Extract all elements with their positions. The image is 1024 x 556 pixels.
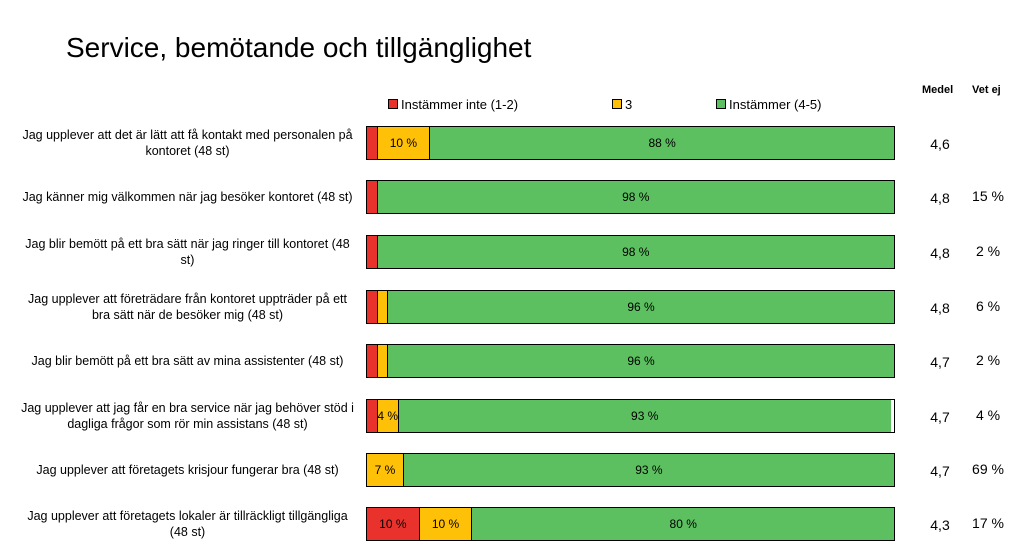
data-label: 7 % [374,463,396,477]
bar-segment [367,400,378,432]
vet-ej-value: 2 % [975,352,1001,368]
row-label: Jag blir bemött på ett bra sätt när jag … [25,237,350,267]
stacked-bar: 10 % 10 % 80 % [366,507,895,541]
legend-swatch-agree [716,99,726,109]
legend-item-agree: Instämmer (4-5) [716,96,821,112]
row-label: Jag upplever att jag får en bra service … [21,401,354,431]
column-header-vet-ej: Vet ej [972,84,1001,96]
vet-ej-value: 69 % [972,461,1004,477]
row-label: Jag känner mig välkommen när jag besöker… [22,190,353,204]
bar-segment: 10 % [367,508,420,540]
bar-segment [367,236,378,268]
data-label: 4 % [377,409,398,423]
bar-segment: 93 % [398,400,891,432]
data-label: 96 % [627,354,655,368]
legend-label-neutral: 3 [625,96,633,112]
bar-segment: 96 % [388,291,894,323]
data-label: 10 % [379,517,407,531]
data-label: 10 % [431,517,460,531]
bar-segment: 7 % [367,454,404,486]
stacked-bar: 98 % [366,235,895,269]
legend-label-disagree: Instämmer inte (1-2) [401,96,519,112]
medel-value: 4,8 [930,190,950,206]
stacked-bar: 10 % 88 % [366,126,895,160]
row-label: Jag upplever att företagets lokaler är t… [27,509,348,539]
legend-swatch-disagree [388,99,398,109]
stacked-bar: 96 % [366,344,895,378]
bar-segment [377,291,389,323]
bar-segment: 98 % [377,236,894,268]
data-label: 98 % [622,245,650,259]
bar-segment [367,127,378,159]
bar-segment: 88 % [430,127,894,159]
data-label: 93 % [631,409,659,423]
bar-segment: 98 % [377,181,894,213]
data-label: 93 % [635,463,663,477]
bar-segment: 93 % [403,454,894,486]
medel-value: 4,8 [930,300,950,316]
legend-item-disagree: Instämmer inte (1-2) [388,96,518,112]
bar-segment: 10 % [377,127,431,159]
bar-segment: 80 % [472,508,894,540]
medel-value: 4,7 [930,409,950,425]
bar-segment [367,291,378,323]
stacked-bar: 4 % 93 % [366,399,895,433]
bar-segment: 4 % [377,400,399,432]
data-label: 10 % [389,136,418,150]
row-label: Jag upplever att det är lätt att få kont… [22,128,353,158]
data-label: 96 % [627,300,655,314]
legend-swatch-neutral [612,99,622,109]
row-label: Jag blir bemött på ett bra sätt av mina … [31,354,344,368]
medel-value: 4,8 [930,245,950,261]
medel-value: 4,3 [930,517,950,533]
chart-title: Service, bemötande och tillgänglighet [66,32,532,63]
data-label: 88 % [648,136,676,150]
legend-item-neutral: 3 [612,96,632,112]
bar-segment [377,345,389,377]
vet-ej-value: 15 % [972,188,1004,204]
column-header-medel: Medel [922,84,954,96]
vet-ej-value: 4 % [975,407,1001,423]
legend-label-agree: Instämmer (4-5) [729,96,822,112]
bar-segment [367,181,378,213]
stacked-bar: 96 % [366,290,895,324]
data-label: 80 % [669,517,697,531]
medel-value: 4,6 [930,136,950,152]
row-label: Jag upplever att företagets krisjour fun… [36,463,339,477]
stacked-bar: 98 % [366,180,895,214]
data-label: 98 % [622,190,650,204]
vet-ej-value: 2 % [975,243,1001,259]
row-label: Jag upplever att företrädare från kontor… [28,292,347,322]
medel-value: 4,7 [930,354,950,370]
vet-ej-value: 17 % [972,515,1004,531]
medel-value: 4,7 [930,463,950,479]
bar-segment: 10 % [419,508,473,540]
stacked-bar: 7 % 93 % [366,453,895,487]
bar-segment: 96 % [388,345,894,377]
vet-ej-value: 6 % [975,298,1001,314]
bar-segment [367,345,378,377]
